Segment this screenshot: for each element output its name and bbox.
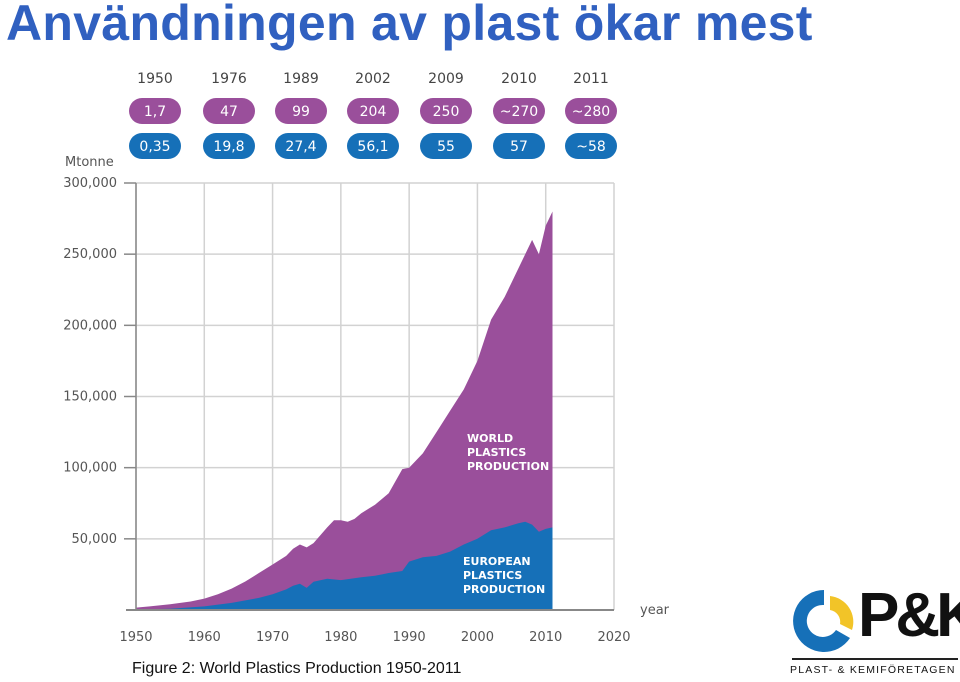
world-badge — [493, 98, 545, 124]
figure-caption: Figure 2: World Plastics Production 1950… — [132, 660, 462, 677]
world-badge-value: 47 — [220, 104, 238, 120]
pk-logo: P&K PLAST- & KEMIFÖRETAGEN — [790, 581, 960, 682]
x-tick-label: 1960 — [188, 630, 221, 645]
badge-year: 2002 — [355, 71, 391, 87]
world-badge-value: 1,7 — [144, 104, 166, 120]
europe-badge — [275, 133, 327, 159]
europe-badge-value: 0,35 — [139, 139, 170, 155]
europe-badge-value: 55 — [437, 139, 455, 155]
y-tick-label: 250,000 — [63, 247, 117, 262]
x-tick-label: 2020 — [597, 630, 630, 645]
pk-logo-mark-icon — [793, 590, 854, 652]
logo-wordmark: P&K — [858, 581, 960, 650]
world-area-label: WORLD PLASTICS PRODUCTION — [467, 432, 549, 473]
badge-year: 1989 — [283, 71, 319, 87]
x-tick-label: 2000 — [461, 630, 494, 645]
europe-area-label: EUROPEAN PLASTICS PRODUCTION — [463, 555, 545, 596]
world-badge-value: 99 — [292, 104, 310, 120]
badge-year: 1950 — [137, 71, 173, 87]
europe-production-area — [136, 521, 553, 610]
world-badge-value: 204 — [360, 104, 387, 120]
world-badge — [275, 98, 327, 124]
europe-badge — [565, 133, 617, 159]
world-badge-value: ~280 — [572, 104, 610, 120]
europe-badge-value: 19,8 — [213, 139, 244, 155]
europe-badge-value: 56,1 — [357, 139, 388, 155]
europe-badge-value: ~58 — [576, 139, 606, 155]
europe-badge — [347, 133, 399, 159]
world-badge — [347, 98, 399, 124]
y-tick-label: 50,000 — [72, 532, 118, 547]
y-tick-label: 150,000 — [63, 390, 117, 405]
x-axis-title: year — [640, 603, 670, 618]
europe-badge — [203, 133, 255, 159]
chart-labels: WORLD PLASTICS PRODUCTION EUROPEAN PLASTICS P… — [463, 432, 549, 596]
y-axis-title: Mtonne — [65, 155, 114, 170]
chart-areas — [136, 211, 553, 610]
world-badge — [420, 98, 472, 124]
badge-year: 2009 — [428, 71, 464, 87]
world-badge — [129, 98, 181, 124]
page-title: Användningen av plast ökar mest — [6, 0, 813, 51]
y-tick-label: 200,000 — [63, 318, 117, 333]
badge-year: 1976 — [211, 71, 247, 87]
europe-badge-value: 27,4 — [285, 139, 316, 155]
europe-badge — [493, 133, 545, 159]
x-tick-label: 1970 — [256, 630, 289, 645]
logo-tagline: PLAST- & KEMIFÖRETAGEN — [790, 664, 956, 676]
badge-year: 2011 — [573, 71, 609, 87]
world-badge — [203, 98, 255, 124]
europe-badge — [420, 133, 472, 159]
plastics-production-chart: 1950 1960 1970 1980 1990 2000 2010 2020 300,000 2… — [63, 71, 669, 645]
chart-axes: 1950 1960 1970 1980 1990 2000 2010 2020 300,000 2… — [63, 155, 669, 645]
x-tick-label: 1980 — [324, 630, 357, 645]
world-badge-value: ~270 — [500, 104, 538, 120]
year-badges: 1950 1,7 0,35 1976 47 19,8 1989 99 27,4 2002 204 56… — [129, 71, 617, 159]
europe-badge — [129, 133, 181, 159]
x-tick-label: 1990 — [393, 630, 426, 645]
world-badge — [565, 98, 617, 124]
x-tick-label: 2010 — [529, 630, 562, 645]
logo-divider — [792, 658, 958, 660]
europe-badge-value: 57 — [510, 139, 528, 155]
y-tick-label: 100,000 — [63, 461, 117, 476]
x-tick-label: 1950 — [119, 630, 152, 645]
world-badge-value: 250 — [433, 104, 460, 120]
badge-year: 2010 — [501, 71, 537, 87]
world-production-area — [136, 211, 553, 610]
y-tick-label: 300,000 — [63, 176, 117, 191]
